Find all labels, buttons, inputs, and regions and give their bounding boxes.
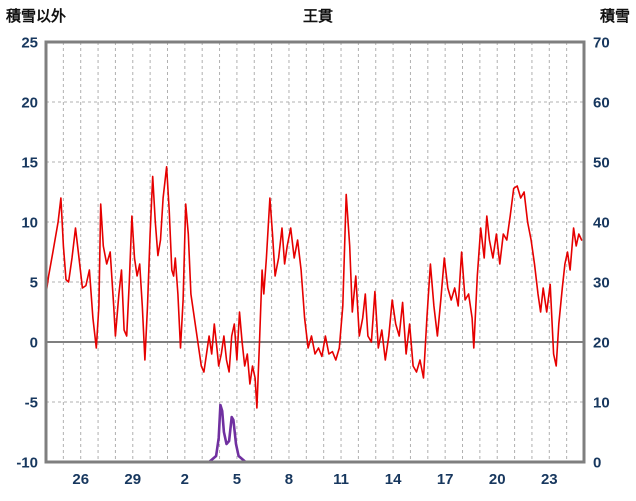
x-tick-label: 23 bbox=[541, 471, 558, 488]
x-tick-label: 20 bbox=[489, 471, 506, 488]
right-tick-label: 30 bbox=[593, 274, 610, 291]
snow-depth-line bbox=[44, 403, 583, 464]
left-tick-label: -10 bbox=[16, 454, 38, 471]
x-tick-label: 29 bbox=[124, 471, 141, 488]
left-tick-label: -5 bbox=[25, 394, 38, 411]
x-tick-label: 11 bbox=[333, 471, 349, 488]
left-axis-title: 積雪以外 bbox=[6, 8, 67, 25]
x-tick-label: 17 bbox=[437, 471, 454, 488]
right-tick-label: 40 bbox=[593, 214, 610, 231]
right-tick-label: 60 bbox=[593, 94, 610, 111]
left-tick-label: 0 bbox=[30, 334, 38, 351]
non-snow-line bbox=[45, 166, 583, 409]
left-tick-label: 20 bbox=[21, 94, 38, 111]
right-tick-label: 70 bbox=[593, 34, 610, 51]
x-tick-label: 26 bbox=[72, 471, 89, 488]
right-tick-label: 0 bbox=[593, 454, 601, 471]
left-tick-label: 10 bbox=[21, 214, 38, 231]
x-tick-label: 8 bbox=[285, 471, 293, 488]
left-tick-label: 15 bbox=[21, 154, 38, 171]
right-tick-label: 10 bbox=[593, 394, 610, 411]
left-tick-label: 5 bbox=[30, 274, 38, 291]
left-tick-label: 25 bbox=[21, 34, 38, 51]
right-tick-label: 20 bbox=[593, 334, 610, 351]
plot-border bbox=[44, 40, 586, 464]
x-tick-label: 14 bbox=[385, 471, 402, 488]
x-tick-label: 5 bbox=[233, 471, 241, 488]
x-tick-label: 2 bbox=[181, 471, 189, 488]
right-axis-title: 積雪 bbox=[599, 8, 630, 25]
right-tick-label: 50 bbox=[593, 154, 610, 171]
chart-title: 王貫 bbox=[302, 8, 333, 25]
